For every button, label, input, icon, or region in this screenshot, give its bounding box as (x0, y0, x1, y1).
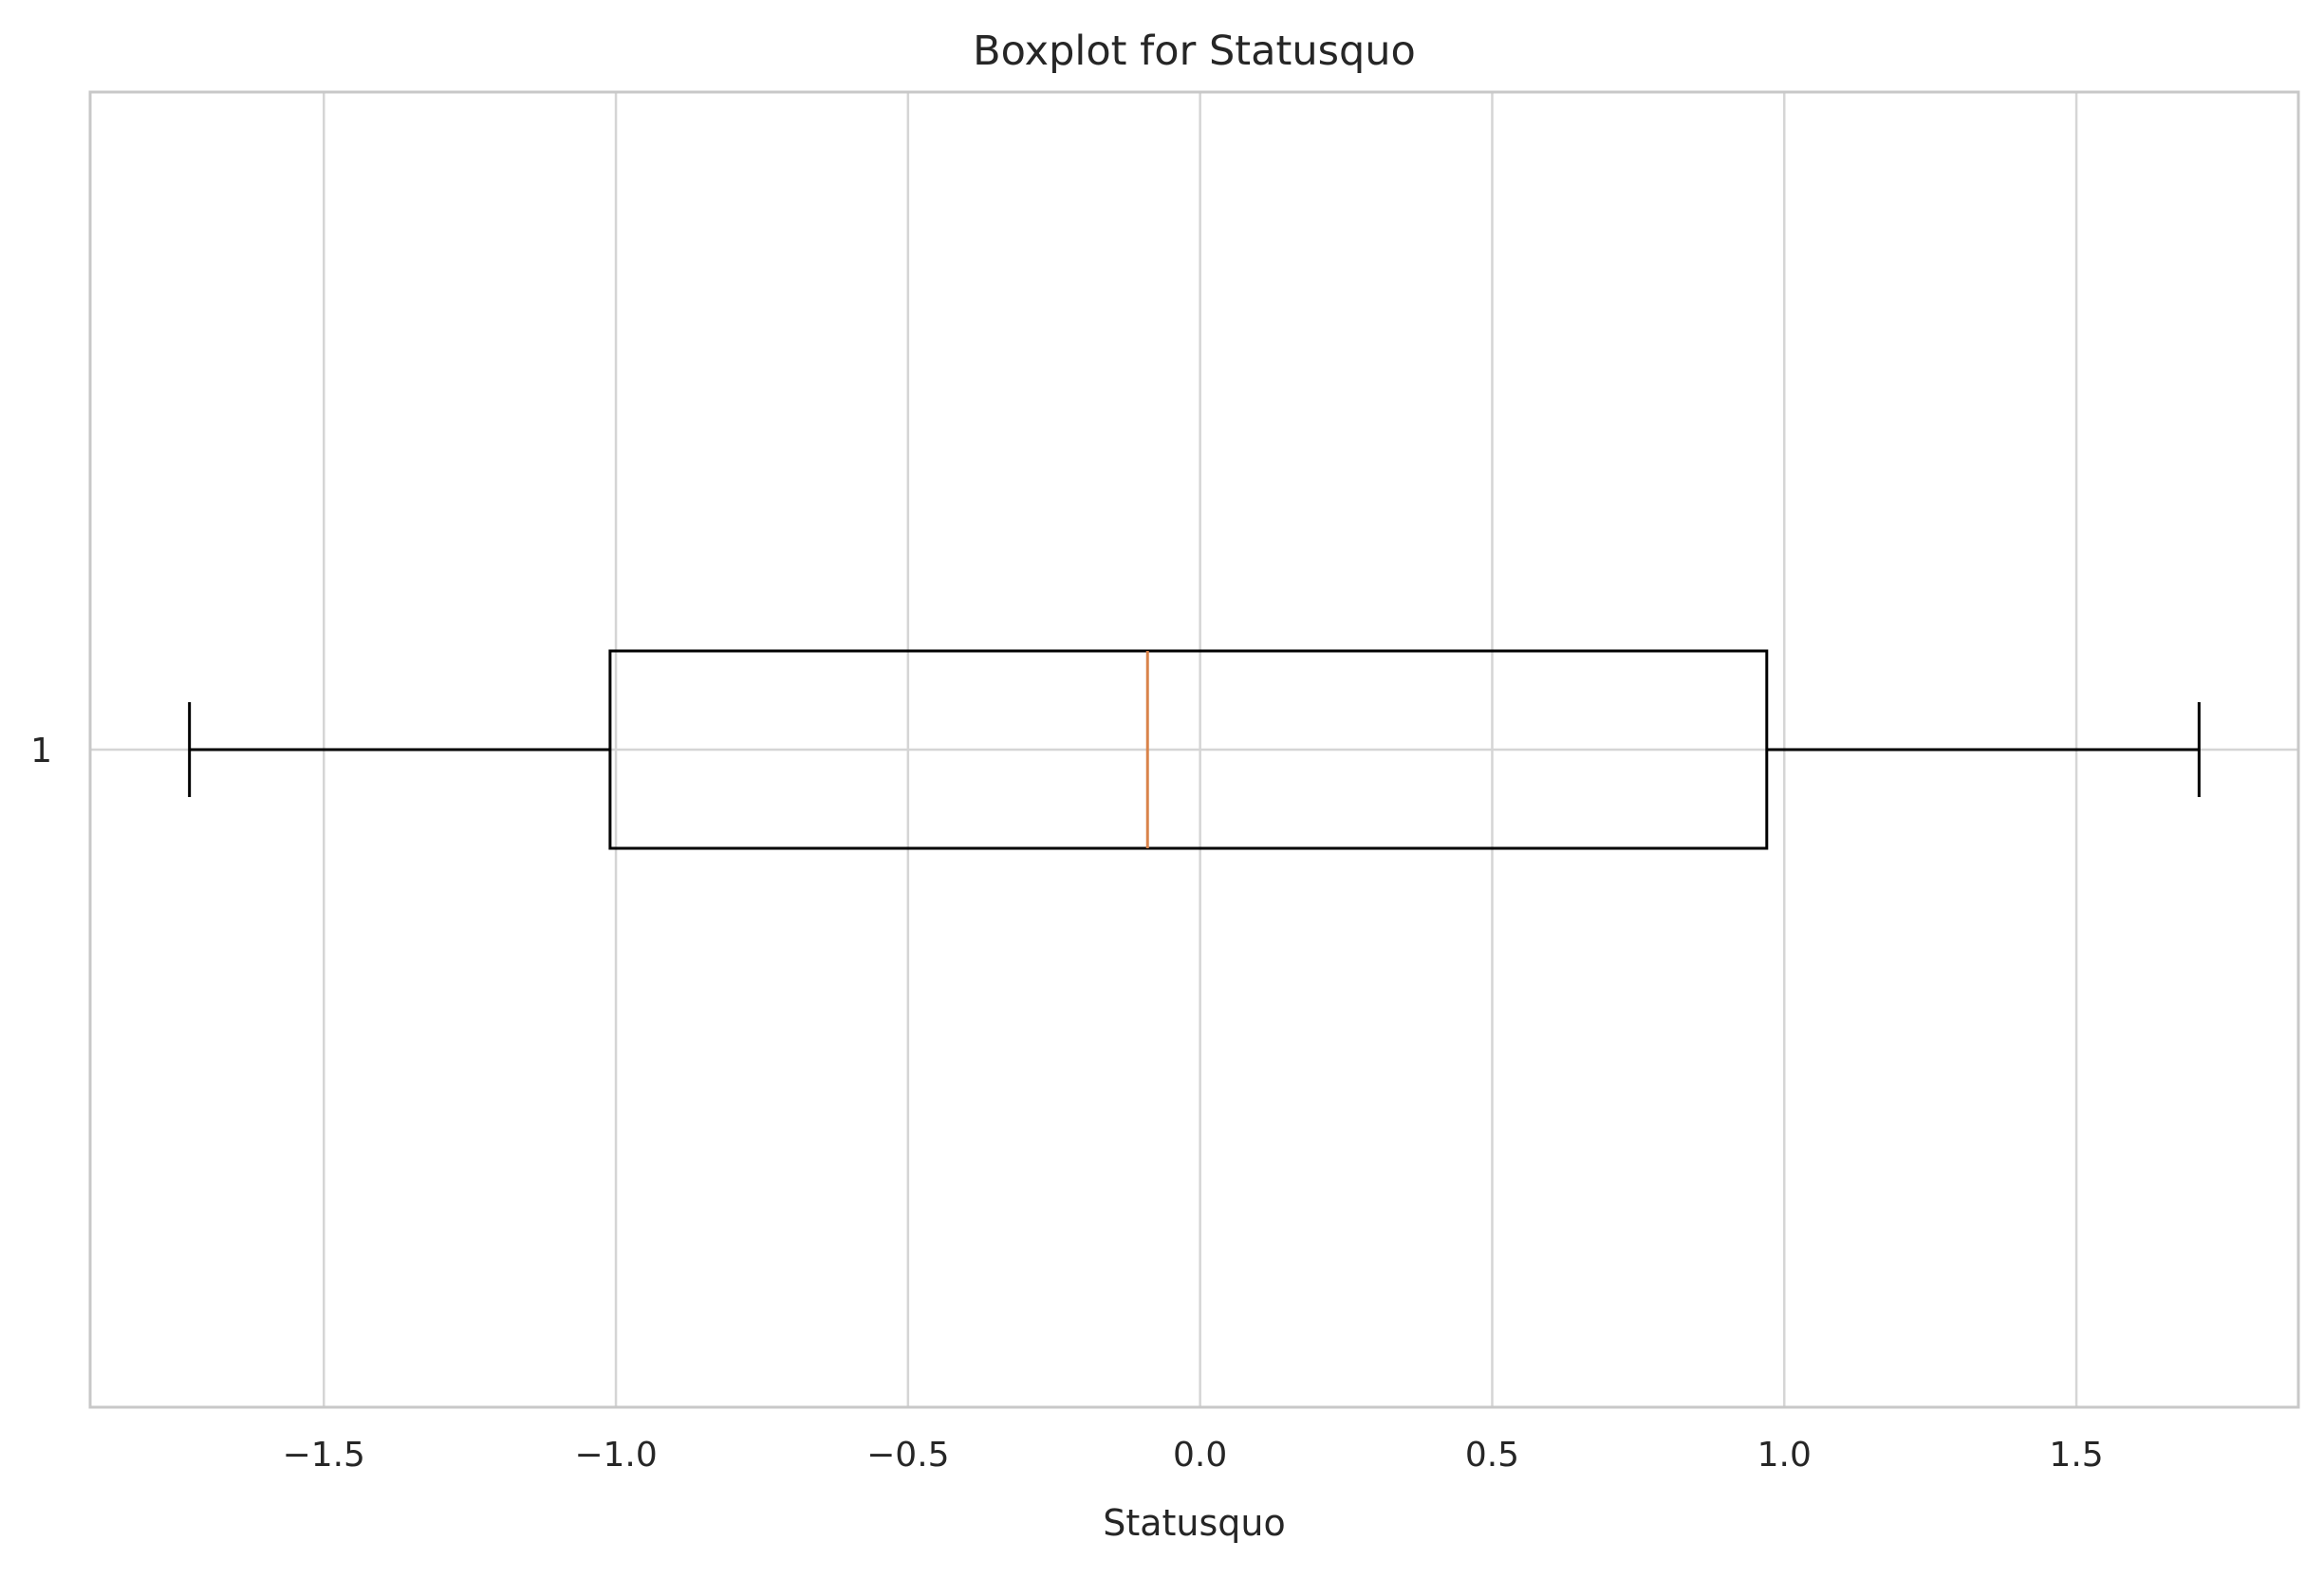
chart-title: Boxplot for Statusquo (973, 28, 1416, 75)
x-tick-label: −0.5 (866, 1436, 949, 1475)
x-tick-label: 1.0 (1757, 1436, 1812, 1475)
x-tick-label: −1.5 (283, 1436, 365, 1475)
x-tick-label: 0.0 (1173, 1436, 1227, 1475)
x-tick-label: −1.0 (574, 1436, 657, 1475)
box-layer (188, 649, 2201, 850)
x-axis-label: Statusquo (1103, 1502, 1286, 1544)
x-tick-label: 0.5 (1465, 1436, 1519, 1475)
x-tick-label: 1.5 (2049, 1436, 2103, 1475)
iqr-box (608, 649, 1769, 850)
y-tick-label: 1 (30, 732, 52, 770)
tick-label-layer: −1.5 −1.0 −0.5 0.0 0.5 1.0 1.5 1 (30, 732, 2104, 1475)
plot-frame (88, 90, 2300, 1409)
